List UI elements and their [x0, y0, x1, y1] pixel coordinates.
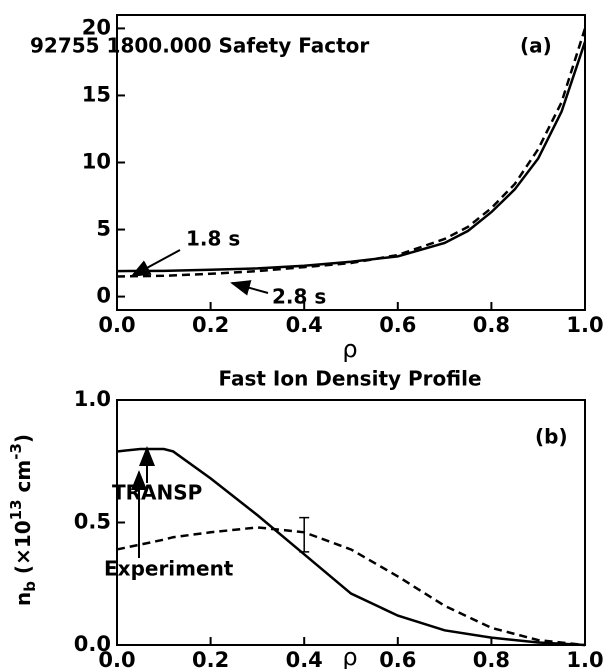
line-series	[116, 28, 587, 278]
x-tick-label: 1.0	[566, 648, 603, 669]
y-tick-label: 1.0	[74, 387, 111, 411]
y-tick-label: 0.0	[74, 632, 111, 656]
panel-title: 92755 1800.000 Safety Factor	[30, 34, 369, 58]
y-tick-label: 15	[82, 82, 111, 106]
y-tick-label: 0.5	[74, 510, 111, 534]
y-axis-label-part: -3	[7, 443, 25, 460]
panel-title: Fast Ion Density Profile	[218, 367, 481, 391]
x-tick-label: 1.0	[566, 313, 603, 337]
plot-frame	[116, 14, 586, 311]
x-tick-label: 0.4	[286, 648, 323, 669]
y-tick-label: 20	[82, 15, 111, 39]
line-series	[116, 41, 587, 273]
y-axis-label: nb (×1013 cm-3)	[7, 434, 39, 606]
panel-label: (b)	[535, 425, 568, 449]
annotation: TRANSP	[112, 481, 202, 505]
x-tick-label: 0.4	[286, 313, 323, 337]
x-axis-label: ρ	[342, 335, 357, 363]
x-tick-label: 0.6	[379, 313, 416, 337]
x-tick-label: 0.0	[98, 313, 135, 337]
y-axis-label-part: b	[21, 581, 39, 592]
y-axis-label-part: )	[11, 434, 35, 443]
x-axis-label: ρ	[342, 643, 357, 669]
error-bar	[299, 516, 310, 553]
line-series	[116, 526, 586, 647]
y-axis-label-part: 13	[7, 499, 25, 520]
panel-label: (a)	[520, 34, 552, 58]
y-tick-label: 10	[82, 150, 111, 174]
y-axis-label-part: (×10	[11, 520, 35, 581]
annotation: Experiment	[104, 557, 234, 581]
y-axis-label-part: cm	[11, 460, 35, 500]
annotation: 2.8 s	[272, 285, 326, 309]
plot-frame	[116, 399, 586, 646]
line-series	[116, 447, 586, 647]
annotation: 1.8 s	[186, 227, 240, 251]
y-axis-label-part: n	[11, 592, 35, 606]
arrow	[230, 280, 269, 296]
x-tick-label: 0.2	[192, 648, 229, 669]
x-tick-label: 0.2	[192, 313, 229, 337]
y-tick-label: 0	[96, 284, 111, 308]
arrow	[130, 249, 181, 277]
x-tick-label: 0.6	[379, 648, 416, 669]
x-tick-label: 0.8	[473, 648, 510, 669]
x-tick-label: 0.0	[98, 648, 135, 669]
y-tick-label: 5	[96, 217, 111, 241]
x-tick-label: 0.8	[473, 313, 510, 337]
